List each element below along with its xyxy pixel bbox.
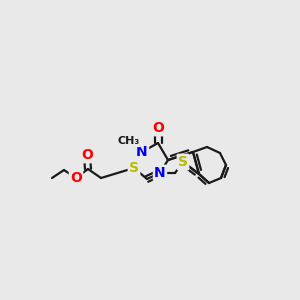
Text: CH₃: CH₃: [118, 136, 140, 146]
Text: O: O: [81, 148, 93, 162]
Text: N: N: [136, 145, 148, 159]
Text: N: N: [154, 166, 166, 180]
Text: S: S: [129, 161, 139, 175]
Text: O: O: [152, 121, 164, 135]
Text: S: S: [178, 155, 188, 169]
Text: O: O: [70, 171, 82, 185]
